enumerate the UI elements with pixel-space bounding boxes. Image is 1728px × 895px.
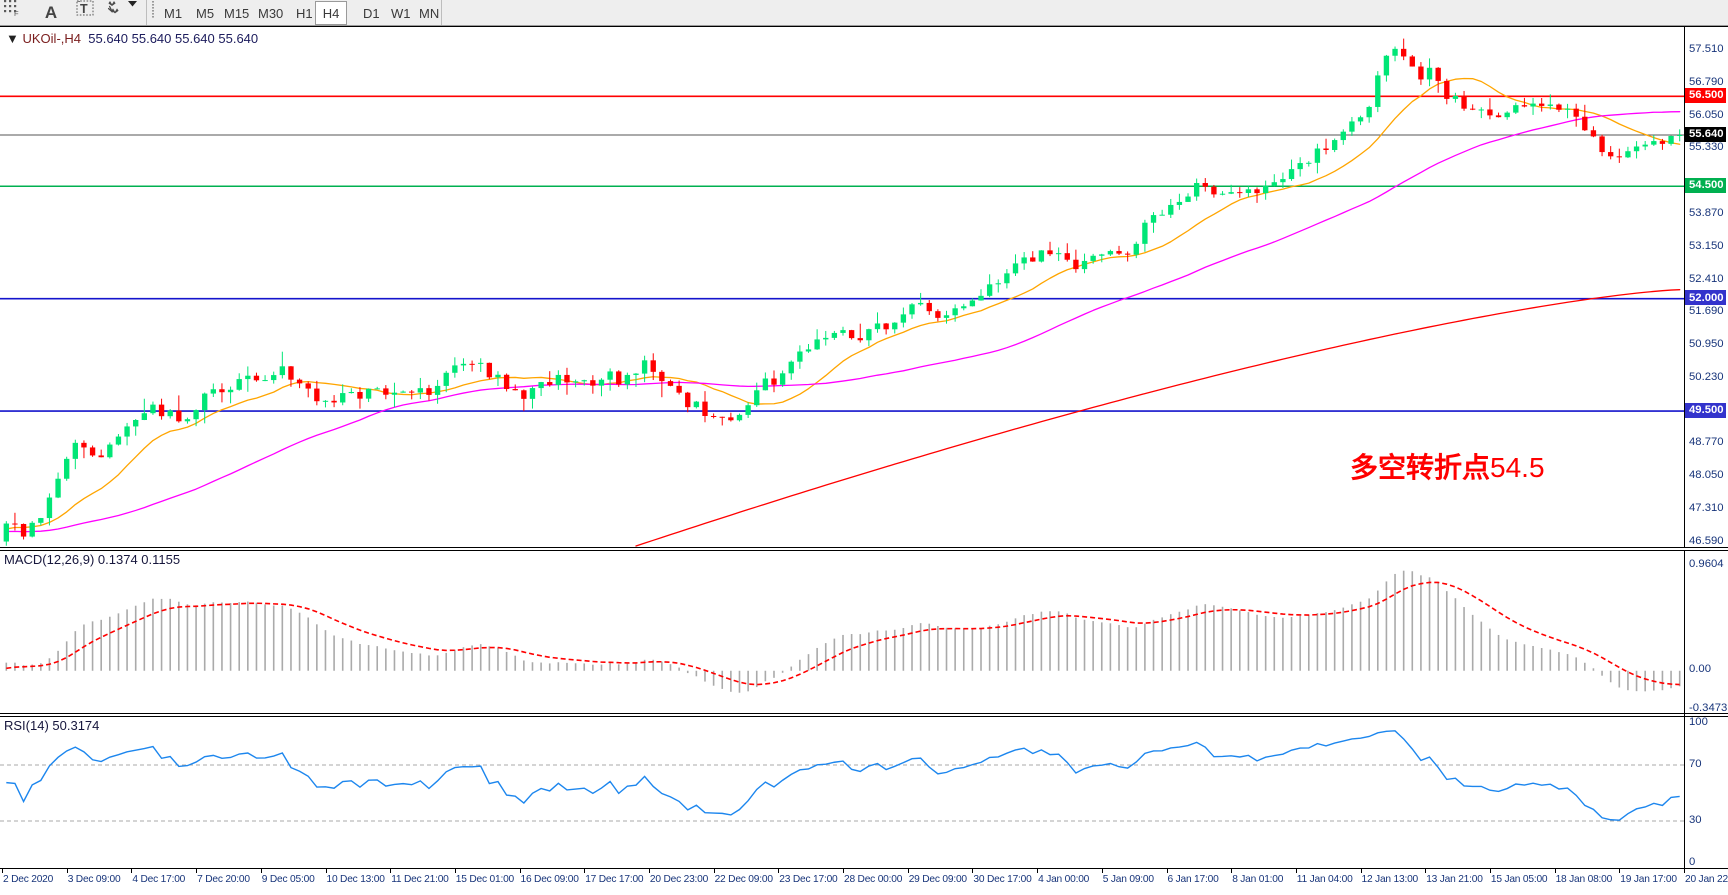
svg-text:F: F: [14, 9, 19, 16]
svg-text:T: T: [80, 2, 88, 16]
